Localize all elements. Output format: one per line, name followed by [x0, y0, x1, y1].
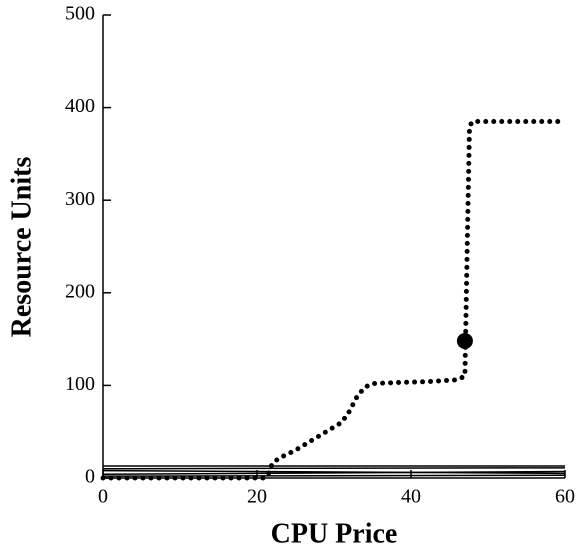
- y-axis-title: Resource Units: [6, 157, 37, 338]
- series-line: [102, 467, 566, 470]
- y-tick-label: 200: [65, 280, 95, 302]
- marker: [456, 332, 473, 349]
- y-tick-label: 500: [65, 3, 95, 25]
- x-tick-label: 0: [98, 486, 108, 508]
- y-tick-label: 0: [85, 466, 95, 488]
- series-line: [102, 474, 566, 477]
- series-line: [102, 470, 566, 476]
- series-line: [102, 469, 566, 475]
- x-tick-label: 20: [247, 486, 267, 508]
- y-tick-label: 400: [65, 95, 95, 117]
- series-line: [100, 118, 568, 481]
- y-tick-label: 100: [65, 373, 95, 395]
- x-tick-label: 60: [555, 486, 575, 508]
- y-tick-label: 300: [65, 188, 95, 210]
- x-tick-label: 40: [401, 486, 421, 508]
- x-axis-title: CPU Price: [271, 518, 398, 549]
